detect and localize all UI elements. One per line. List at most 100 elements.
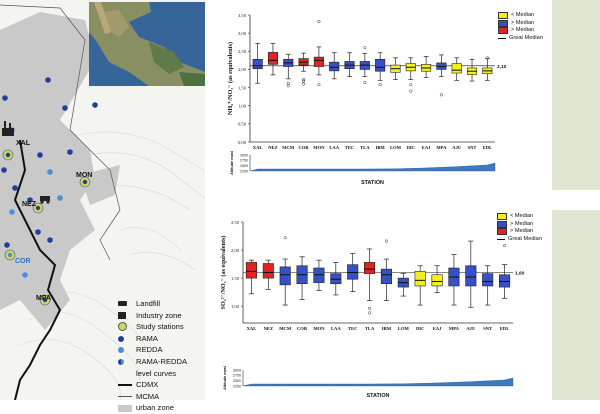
legend-label: CDMX: [136, 380, 159, 390]
legend-label: REDDA: [136, 345, 163, 355]
x-tick-label: EAJ: [422, 145, 431, 150]
x-tick-label: XAL: [253, 145, 263, 150]
x-tick-label: SNT: [468, 145, 477, 150]
map-drawing: [0, 4, 205, 400]
x-tick-label: TEC: [348, 326, 357, 331]
station-label-nez: NEZ: [22, 201, 36, 208]
legend-label: Industry zone: [136, 310, 182, 320]
legend-mcma: MCMA: [118, 391, 187, 403]
legend-above-median-red: > Median: [498, 27, 543, 35]
y-tick-label: 3,50: [238, 13, 247, 19]
box-laa: [329, 61, 340, 72]
x-tick-label: LOM: [390, 145, 402, 150]
box-snt: [482, 273, 494, 287]
outlier-point: [439, 93, 443, 97]
study-station-icon: [118, 322, 127, 332]
box-nez: [267, 52, 279, 65]
x-tick-label: MCM: [279, 326, 292, 331]
inset-mexico-map: [89, 2, 205, 86]
terrain-strip-bottom: [552, 210, 600, 400]
cdmx-border: [13, 139, 62, 400]
legend-text: > Median: [511, 19, 535, 26]
outlier-point: [302, 82, 306, 86]
legend-label: MCMA: [136, 391, 160, 401]
altitude-label: Altitude masl: [230, 151, 234, 175]
nh4-no3-boxplot: 0,00 0,50 1,00 1,50 2,00 2,50 3,00 3,50 NH₄⁺/NO₃…: [227, 13, 507, 186]
x-tick-label: MCM: [282, 145, 295, 150]
legend-study-stations: Study stations: [118, 321, 187, 333]
outlier-point: [409, 89, 413, 93]
y-tick-label: 2,00: [238, 67, 247, 73]
box-mon: [313, 56, 324, 67]
landfill-icon: [40, 196, 50, 204]
x-tick-label: AJU: [452, 145, 462, 150]
rama-redda-dot-icon: [118, 358, 124, 365]
landfill-icon: [118, 301, 127, 307]
legend-redda: REDDA: [118, 344, 187, 356]
legend-cdmx: CDMX: [118, 379, 187, 391]
altitude-tick-label: 2750: [233, 374, 241, 378]
y-tick-label: 0,50: [238, 122, 247, 128]
x-tick-label: COR: [298, 145, 309, 150]
rama-stations: [1, 77, 98, 248]
legend-label: RAMA-REDDA: [136, 356, 188, 366]
legend-above-median-red: > Median: [497, 228, 542, 236]
legend-rama-redda: RAMA-REDDA: [118, 356, 187, 368]
chart2-legend: < Median > Median > Median Great Median: [497, 213, 542, 243]
x-tick-label: SNT: [483, 326, 492, 331]
x-tick-label: NEZ: [264, 326, 273, 331]
x-tick-label: COR: [297, 326, 308, 331]
legend-label: level curves: [136, 368, 177, 378]
legend-text: < Median: [511, 12, 535, 18]
legend-label: urban zone: [136, 403, 174, 413]
terrain-strip-top: [552, 0, 600, 190]
inset-relief: [89, 2, 205, 86]
box-aju: [451, 63, 462, 74]
altitude-area: [242, 377, 514, 387]
redda-dot-icon: [118, 347, 124, 354]
thick-line-icon: [118, 383, 132, 386]
altitude-label: Altitude masl: [223, 366, 227, 390]
outlier-point: [409, 83, 413, 87]
box-ibm: [375, 58, 386, 72]
outlier-point: [485, 56, 489, 60]
altitude-tick-label: 2250: [240, 169, 248, 173]
outlier-point: [302, 78, 306, 82]
map-legend: Landfill Industry zone Study stations RA…: [118, 298, 187, 414]
study-area-map: XAL MON NEZ COR MPA Landfill Industry zo…: [0, 0, 205, 412]
legend-below-median: < Median: [498, 12, 543, 20]
great-median-label: 1,60: [515, 271, 525, 277]
box-xal: [252, 58, 263, 70]
y-tick-label: 0,00: [238, 140, 247, 146]
outlier-point: [503, 244, 507, 248]
x-axis-label: STATION: [367, 393, 390, 399]
x-tick-label: MON: [313, 145, 325, 150]
x-tick-label: EDL: [483, 145, 492, 150]
x-tick-label: NEZ: [268, 145, 277, 150]
x-tick-label: LOM: [398, 326, 410, 331]
legend-below-median: < Median: [497, 213, 542, 221]
box-mon: [313, 267, 325, 283]
x-tick-label: EDL: [500, 326, 509, 331]
altitude-tick-label: 3000: [233, 368, 241, 372]
altitude-tick-label: 2250: [233, 384, 241, 388]
outlier-point: [286, 81, 290, 85]
y-tick-label: 1,00: [231, 304, 240, 310]
x-tick-label: AJU: [466, 326, 476, 331]
x-tick-label: EAJ: [433, 326, 442, 331]
box-edl: [499, 274, 511, 288]
x-tick-label: IBM: [376, 145, 386, 150]
box-nez: [262, 263, 274, 279]
outlier-point: [317, 19, 321, 24]
thin-line-icon: [118, 396, 132, 398]
x-tick-label: TLA: [360, 145, 370, 150]
station-label-cor: COR: [15, 258, 31, 265]
y-tick-label: 3,00: [238, 31, 247, 37]
legend-label: Landfill: [136, 299, 161, 308]
y-tick-label: 1,50: [238, 85, 247, 91]
legend-landfill: Landfill: [118, 298, 187, 310]
legend-urban-zone: urban zone: [118, 402, 187, 414]
box-xal: [245, 262, 257, 279]
x-axis-label: STATION: [361, 180, 384, 186]
altitude-tick-label: 3000: [240, 153, 248, 157]
